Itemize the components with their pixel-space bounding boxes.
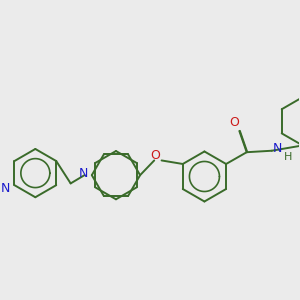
Text: O: O [229,116,239,129]
Text: N: N [78,167,88,180]
Text: N: N [1,182,10,195]
Text: N: N [272,142,282,155]
Text: O: O [150,149,160,162]
Text: H: H [284,152,292,162]
